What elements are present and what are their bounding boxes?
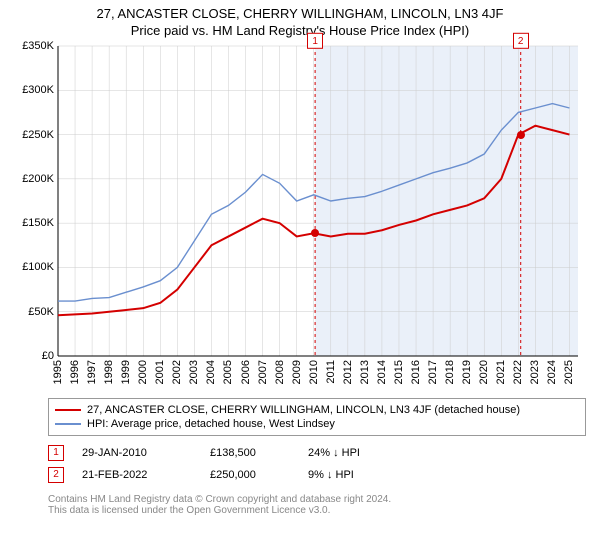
x-axis-tick-label: 2010 bbox=[308, 360, 320, 384]
x-axis-tick-label: 1998 bbox=[103, 360, 115, 384]
x-axis-tick-label: 2019 bbox=[461, 360, 473, 384]
sale-marker-box: 2 bbox=[513, 33, 529, 49]
chart-svg bbox=[10, 42, 590, 392]
sale-marker-box: 1 bbox=[307, 33, 323, 49]
x-axis-tick-label: 2017 bbox=[427, 360, 439, 384]
x-axis-tick-label: 2000 bbox=[137, 360, 149, 384]
x-axis-tick-label: 1996 bbox=[69, 360, 81, 384]
footer-line1: Contains HM Land Registry data © Crown c… bbox=[48, 494, 586, 505]
footer-line2: This data is licensed under the Open Gov… bbox=[48, 505, 586, 516]
x-axis-tick-label: 2008 bbox=[274, 360, 286, 384]
y-axis-tick-label: £100K bbox=[10, 261, 54, 273]
datapoint-price: £138,500 bbox=[210, 447, 290, 459]
datapoint-date: 21-FEB-2022 bbox=[82, 469, 192, 481]
sale-marker-dot bbox=[517, 131, 525, 139]
chart-title-address: 27, ANCASTER CLOSE, CHERRY WILLINGHAM, L… bbox=[0, 6, 600, 21]
chart-area: £0 £50K £100K £150K £200K £250K £300K £350K 199… bbox=[10, 42, 590, 392]
legend-swatch-property bbox=[55, 409, 81, 411]
x-axis-tick-label: 2020 bbox=[478, 360, 490, 384]
x-axis-tick-label: 2009 bbox=[291, 360, 303, 384]
x-axis-tick-label: 2018 bbox=[444, 360, 456, 384]
datapoint-date: 29-JAN-2010 bbox=[82, 447, 192, 459]
datapoint-marker-2: 2 bbox=[48, 467, 64, 483]
x-axis-tick-label: 2012 bbox=[342, 360, 354, 384]
datapoint-rel: 9% ↓ HPI bbox=[308, 469, 354, 481]
x-axis-tick-label: 2005 bbox=[222, 360, 234, 384]
x-axis-tick-label: 2016 bbox=[410, 360, 422, 384]
datapoint-marker-1: 1 bbox=[48, 445, 64, 461]
y-axis-tick-label: £250K bbox=[10, 129, 54, 141]
x-axis-tick-label: 2024 bbox=[546, 360, 558, 384]
y-axis-tick-label: £300K bbox=[10, 84, 54, 96]
datapoint-row: 1 29-JAN-2010 £138,500 24% ↓ HPI bbox=[48, 442, 586, 464]
sale-marker-dot bbox=[311, 229, 319, 237]
chart-title-subtitle: Price paid vs. HM Land Registry's House … bbox=[0, 23, 600, 38]
x-axis-tick-label: 2015 bbox=[393, 360, 405, 384]
x-axis-tick-label: 2004 bbox=[205, 360, 217, 384]
footer-attribution: Contains HM Land Registry data © Crown c… bbox=[48, 494, 586, 516]
datapoint-rel: 24% ↓ HPI bbox=[308, 447, 360, 459]
x-axis-tick-label: 2001 bbox=[154, 360, 166, 384]
legend-label-hpi: HPI: Average price, detached house, West… bbox=[87, 418, 335, 430]
datapoints-block: 1 29-JAN-2010 £138,500 24% ↓ HPI 2 21-FE… bbox=[48, 442, 586, 486]
legend-row-property: 27, ANCASTER CLOSE, CHERRY WILLINGHAM, L… bbox=[55, 403, 579, 417]
x-axis-tick-label: 2011 bbox=[325, 360, 337, 384]
legend-row-hpi: HPI: Average price, detached house, West… bbox=[55, 417, 579, 431]
legend-box: 27, ANCASTER CLOSE, CHERRY WILLINGHAM, L… bbox=[48, 398, 586, 436]
y-axis-tick-label: £50K bbox=[10, 306, 54, 318]
datapoint-price: £250,000 bbox=[210, 469, 290, 481]
x-axis-tick-label: 2007 bbox=[257, 360, 269, 384]
legend-swatch-hpi bbox=[55, 423, 81, 424]
x-axis-tick-label: 2014 bbox=[376, 360, 388, 384]
y-axis-tick-label: £150K bbox=[10, 217, 54, 229]
x-axis-tick-label: 2025 bbox=[563, 360, 575, 384]
x-axis-tick-label: 2006 bbox=[240, 360, 252, 384]
chart-title-block: 27, ANCASTER CLOSE, CHERRY WILLINGHAM, L… bbox=[0, 0, 600, 42]
y-axis-tick-label: £350K bbox=[10, 40, 54, 52]
x-axis-tick-label: 2021 bbox=[495, 360, 507, 384]
x-axis-tick-label: 2002 bbox=[171, 360, 183, 384]
x-axis-tick-label: 2013 bbox=[359, 360, 371, 384]
y-axis-tick-label: £0 bbox=[10, 350, 54, 362]
x-axis-tick-label: 1999 bbox=[120, 360, 132, 384]
datapoint-row: 2 21-FEB-2022 £250,000 9% ↓ HPI bbox=[48, 464, 586, 486]
legend-label-property: 27, ANCASTER CLOSE, CHERRY WILLINGHAM, L… bbox=[87, 404, 520, 416]
x-axis-tick-label: 2023 bbox=[529, 360, 541, 384]
x-axis-tick-label: 1995 bbox=[52, 360, 64, 384]
y-axis-tick-label: £200K bbox=[10, 173, 54, 185]
x-axis-tick-label: 2022 bbox=[512, 360, 524, 384]
x-axis-tick-label: 2003 bbox=[188, 360, 200, 384]
x-axis-tick-label: 1997 bbox=[86, 360, 98, 384]
